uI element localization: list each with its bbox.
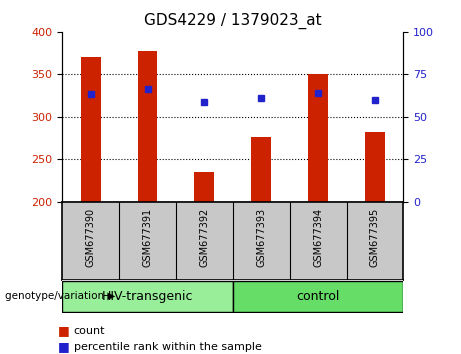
Bar [81,57,100,202]
Text: GSM677393: GSM677393 [256,208,266,267]
Text: control: control [296,290,340,303]
Bar [195,172,214,202]
Bar [365,132,385,202]
Text: GSM677390: GSM677390 [86,208,96,267]
Text: ■: ■ [58,341,69,353]
Text: ■: ■ [58,325,69,337]
Bar [233,281,403,312]
Text: GSM677394: GSM677394 [313,208,323,267]
Text: percentile rank within the sample: percentile rank within the sample [74,342,262,352]
Bar [137,51,158,202]
Text: GSM677392: GSM677392 [199,208,209,267]
Title: GDS4229 / 1379023_at: GDS4229 / 1379023_at [144,13,322,29]
Text: GSM677395: GSM677395 [370,208,380,267]
Bar [62,281,233,312]
Text: HIV-transgenic: HIV-transgenic [102,290,193,303]
Bar [308,74,328,202]
Bar [251,137,271,202]
Text: GSM677391: GSM677391 [142,208,153,267]
Text: count: count [74,326,105,336]
Text: genotype/variation ▶: genotype/variation ▶ [5,291,115,302]
